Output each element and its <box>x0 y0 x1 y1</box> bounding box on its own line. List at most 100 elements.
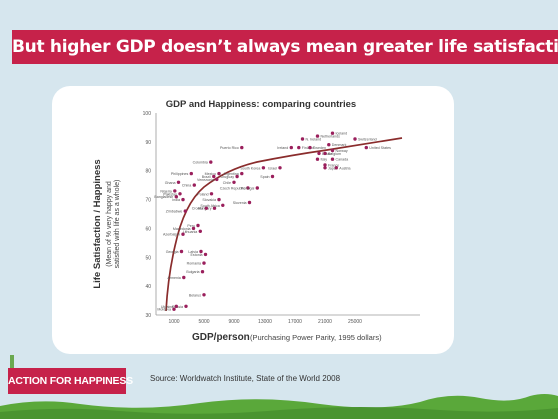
data-point <box>174 304 178 308</box>
data-point <box>172 307 176 311</box>
data-point <box>334 166 338 170</box>
data-point <box>202 261 206 265</box>
y-tick-label: 80 <box>145 169 151 175</box>
data-point <box>181 197 185 202</box>
point-label: Lithuania <box>183 230 198 234</box>
pin-marker <box>10 355 14 371</box>
data-point <box>178 192 182 196</box>
data-point <box>289 145 293 150</box>
point-label: Austria <box>339 166 350 170</box>
point-label: Sweden <box>313 146 326 150</box>
y-tick-label: 30 <box>145 313 151 319</box>
logo-text: ACTION FOR HAPPINESS <box>8 375 133 387</box>
x-tick-label: 5000 <box>198 319 209 325</box>
y-axis-title: Life Satisfaction / Happiness <box>92 159 103 288</box>
point-label: Netherlands <box>321 135 341 139</box>
data-point <box>202 293 206 297</box>
point-label: Portugal <box>241 187 255 191</box>
data-point <box>246 186 250 190</box>
point-label: Iceland <box>336 132 348 136</box>
data-point <box>212 206 217 210</box>
chart-panel <box>52 86 454 354</box>
point-label: Venezuela <box>197 178 214 182</box>
point-label: Macedonia <box>173 227 191 231</box>
data-point <box>240 145 244 150</box>
point-label: Bangladesh <box>154 195 173 199</box>
point-label: Azerbaijan <box>163 233 180 237</box>
x-ticks: 1000 5000 9000 13000 17000 21000 25000 <box>168 319 362 325</box>
data-point <box>315 134 320 138</box>
point-label: Spain <box>260 175 269 179</box>
point-label: Nigeria <box>160 189 171 193</box>
y-tick-label: 70 <box>145 198 151 204</box>
point-label: Switzerland <box>358 138 377 142</box>
y-tick-label: 60 <box>145 226 151 232</box>
data-point <box>217 197 221 202</box>
point-label: India <box>172 198 180 202</box>
data-point <box>204 206 208 210</box>
data-points: MoldovaRussiaUkraineBelarusBulgariaLatvi… <box>154 131 391 312</box>
data-point <box>255 186 259 190</box>
point-label: Argentina <box>223 172 238 176</box>
data-point <box>182 275 186 280</box>
point-label: Romania <box>187 262 201 266</box>
y-tick-label: 40 <box>145 284 151 290</box>
point-label: Estonia <box>191 253 203 257</box>
point-label: Croatia <box>192 207 204 211</box>
x-tick-label: 9000 <box>228 319 239 325</box>
point-label: Italy <box>321 158 328 162</box>
data-point <box>221 203 225 207</box>
data-point <box>198 229 202 233</box>
point-label: Brazil <box>202 175 211 179</box>
point-label: Armenia <box>167 276 180 280</box>
data-point <box>308 145 312 150</box>
data-point <box>209 160 213 164</box>
point-label: Chile <box>223 181 231 185</box>
point-label: Georgia <box>166 250 179 254</box>
x-tick-label: 17000 <box>288 319 302 325</box>
data-point <box>184 304 188 308</box>
point-label: Uruguay <box>221 175 235 179</box>
point-label: Slovakia <box>202 198 216 202</box>
point-label: N. Ireland <box>306 138 322 142</box>
data-point <box>183 209 187 213</box>
point-label: Britain <box>322 152 332 156</box>
data-point <box>176 180 181 184</box>
data-point <box>330 157 335 161</box>
point-label: Latvia <box>188 250 198 254</box>
point-label: Canada <box>336 158 349 162</box>
point-label: Peru <box>187 224 195 228</box>
point-label: Mexico <box>205 172 216 176</box>
data-point <box>323 151 327 156</box>
x-tick-label: 13000 <box>258 319 272 325</box>
slide-title: But higher GDP doesn’t always mean great… <box>12 37 558 57</box>
title-banner: But higher GDP doesn’t always mean great… <box>12 30 558 64</box>
point-label: Ukraine <box>161 305 173 309</box>
data-point <box>240 171 244 176</box>
point-label: France <box>328 163 339 167</box>
data-point <box>196 223 200 228</box>
point-label: Norway <box>336 149 348 153</box>
logo: ACTION FOR HAPPINESS <box>8 368 133 394</box>
point-label: South Africa <box>200 204 219 208</box>
x-axis-title: GDP/person <box>192 332 250 343</box>
point-label: Israel <box>268 166 277 170</box>
data-point <box>235 174 239 179</box>
point-label: Finland <box>302 146 314 150</box>
point-label: Puerto Rico <box>220 146 239 150</box>
point-label: United States <box>369 146 391 150</box>
point-label: Poland <box>197 192 208 196</box>
data-point <box>278 166 282 170</box>
y-axis-subtitle-2: satisfied with life as a whole) <box>114 180 121 269</box>
data-point <box>297 145 301 150</box>
point-label: Colombia <box>193 161 208 165</box>
data-point <box>179 249 184 254</box>
data-point <box>181 232 185 236</box>
data-point <box>209 192 214 196</box>
data-point <box>330 148 335 153</box>
data-point <box>270 174 275 179</box>
y-tick-label: 100 <box>143 111 152 117</box>
point-label: Ghana <box>165 181 176 185</box>
data-point <box>323 163 327 167</box>
data-point <box>353 137 357 141</box>
